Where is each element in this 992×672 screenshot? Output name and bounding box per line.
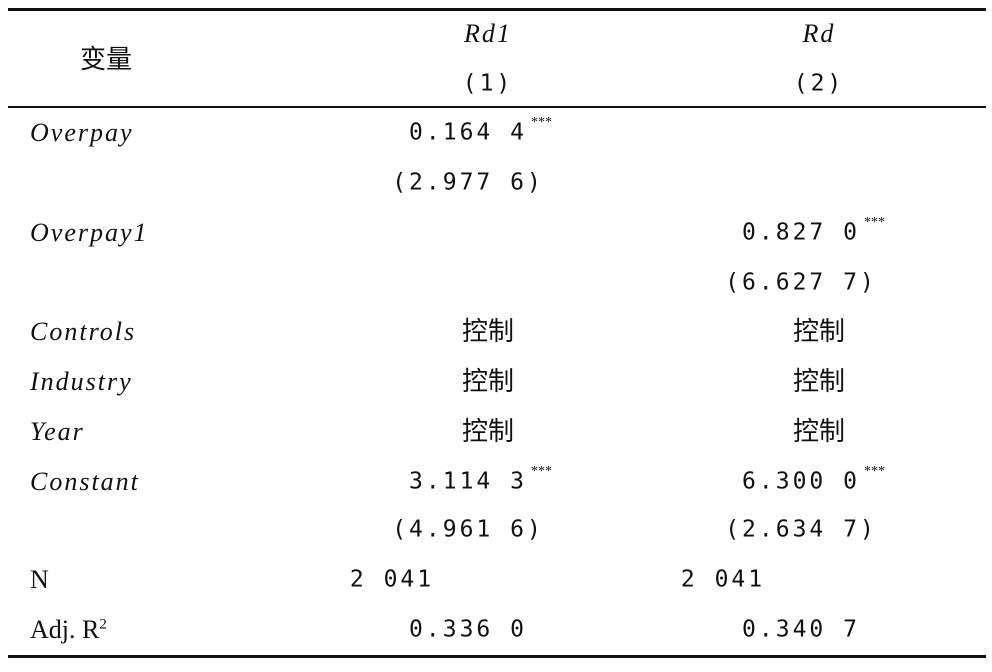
column-name: Rd1 [464,19,512,48]
cell: 0.164 4 [409,119,527,146]
cell: 2 041 [349,566,435,593]
cell: 控制 [461,317,515,346]
cell: 控制 [461,417,515,446]
row-label: Adj. R2 [30,615,107,644]
column-name: Rd [802,19,836,48]
cell: 控制 [792,367,846,396]
superscript: 2 [99,616,107,633]
column-number: (1) [462,70,514,97]
significance: *** [863,464,885,479]
cell: 6.300 0 [742,468,860,495]
cell: (4.961 6) [392,516,544,543]
cell: (2.977 6) [392,169,544,196]
cell: 3.114 3 [409,468,527,495]
row-label: Industry [30,367,133,396]
significance: *** [530,115,552,130]
cell: 0.336 0 [409,616,527,643]
variable-header: 变量 [79,45,133,74]
cell: 控制 [461,367,515,396]
row-label: N [30,565,49,594]
row-label: Controls [30,317,137,346]
cell: 2 041 [680,566,766,593]
column-number: (2) [793,70,845,97]
header-rule [8,106,986,108]
row-label: Year [30,417,85,446]
cell: 0.340 7 [742,616,860,643]
cell: (2.634 7) [725,516,877,543]
cell: 0.827 0 [742,219,860,246]
cell: 控制 [792,417,846,446]
row-label: Overpay1 [30,218,149,247]
row-label: Overpay [30,118,134,147]
bottom-rule [8,655,986,658]
top-rule [8,8,986,11]
significance: *** [530,464,552,479]
cell: (6.627 7) [725,269,877,296]
row-label: Constant [30,467,140,496]
cell: 控制 [792,317,846,346]
significance: *** [863,215,885,230]
